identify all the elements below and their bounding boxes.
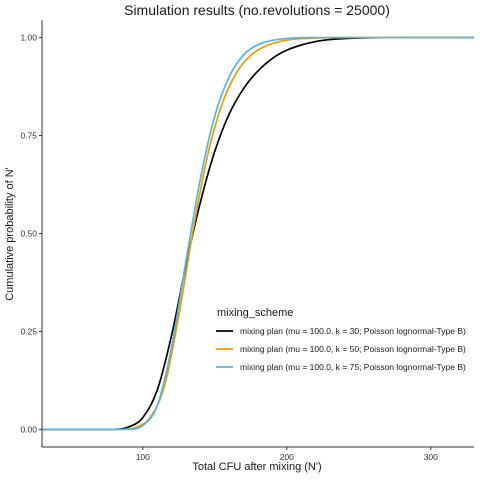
legend-label-2: mixing plan (mu = 100.0, k = 50; Poisson…	[240, 344, 466, 354]
y-tick-label: 0.25	[20, 326, 37, 336]
y-tick-label: 0.75	[20, 131, 37, 141]
legend-label-3: mixing plan (mu = 100.0, k = 75; Poisson…	[240, 362, 466, 372]
x-tick-label: 300	[424, 452, 438, 462]
x-ticks: 100 200 300	[136, 447, 438, 462]
legend-label-1: mixing plan (mu = 100.0, k = 30; Poisson…	[240, 326, 466, 336]
x-tick-label: 200	[280, 452, 294, 462]
series-line-3	[42, 36, 474, 431]
x-tick-label: 100	[136, 452, 150, 462]
y-ticks: 0.00 0.25 0.50 0.75 1.00	[20, 33, 42, 434]
chart-title: Simulation results (no.revolutions = 250…	[124, 2, 390, 18]
y-axis-title: Cumulative probability of N'	[4, 167, 16, 301]
y-tick-label: 0.00	[20, 424, 37, 434]
legend: mixing_scheme mixing plan (mu = 100.0, k…	[216, 307, 466, 372]
y-tick-label: 0.50	[20, 229, 37, 239]
x-axis-title: Total CFU after mixing (N')	[192, 461, 321, 473]
plot-area	[42, 36, 474, 431]
series-line-1	[42, 36, 474, 431]
y-tick-label: 1.00	[20, 33, 37, 43]
legend-title: mixing_scheme	[217, 307, 293, 319]
